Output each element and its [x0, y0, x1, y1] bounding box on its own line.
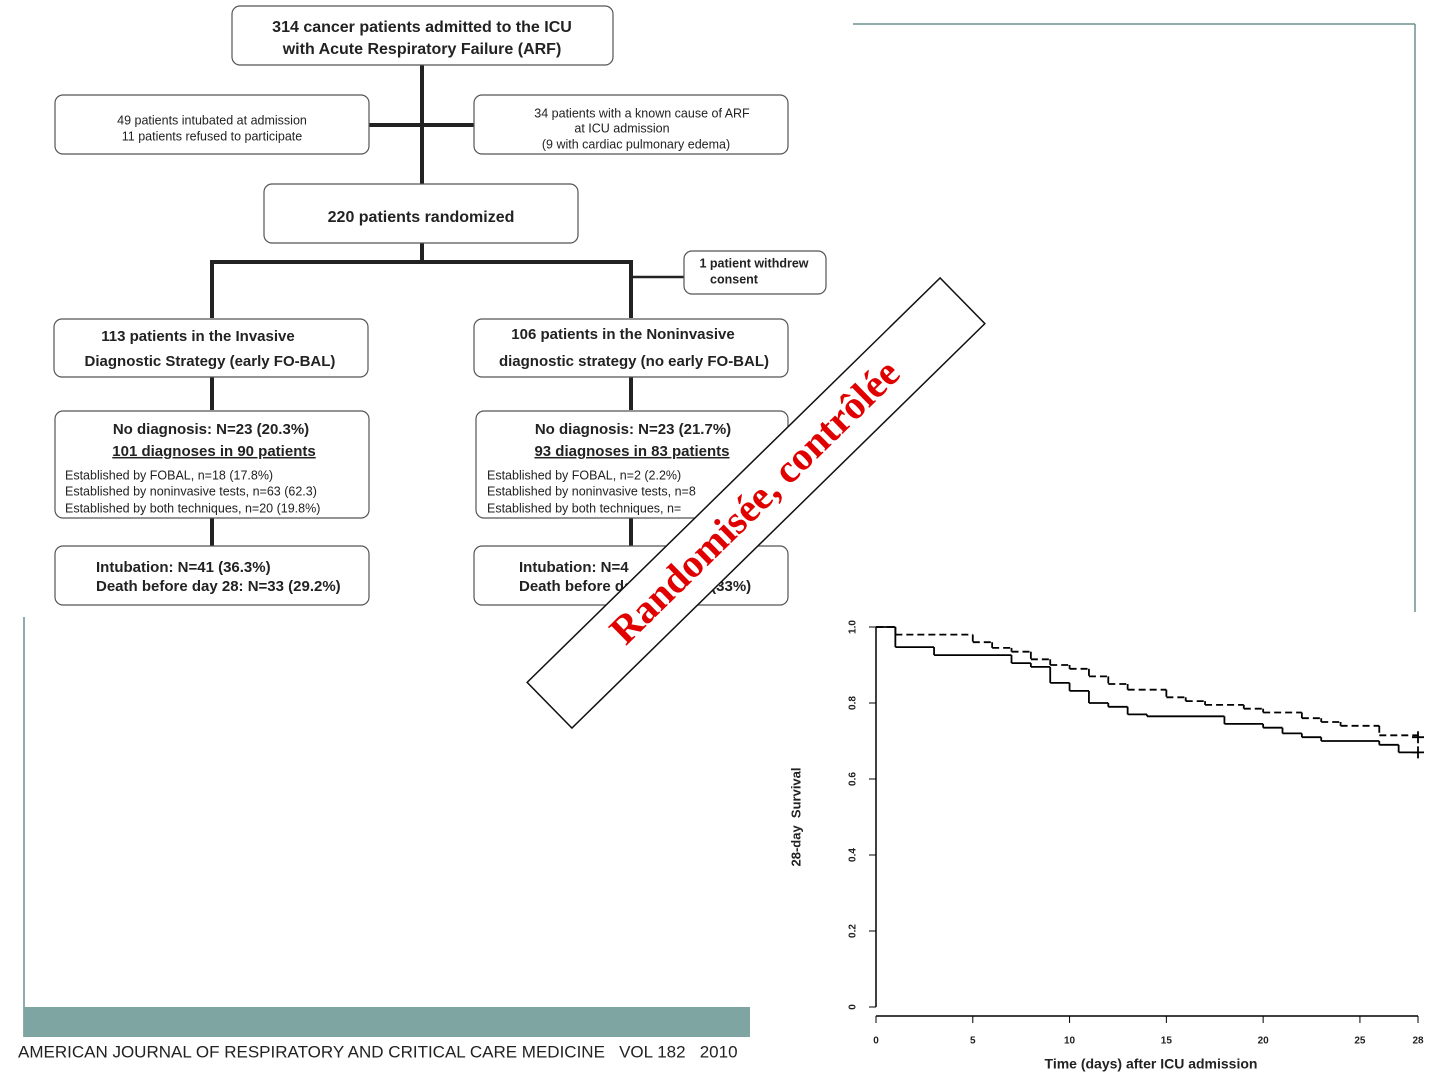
flow-text: Established by noninvasive tests, n=8	[487, 484, 696, 498]
banner-box	[526, 276, 986, 730]
x-tick-label: 10	[1064, 1036, 1076, 1047]
y-tick-label: 0	[848, 1004, 859, 1010]
flow-box	[231, 5, 614, 66]
flow-text: 101 diagnoses in 90 patients	[112, 443, 315, 460]
x-axis-label: Time (days) after ICU admission	[1045, 1056, 1258, 1072]
flow-text: diagnostic strategy (no early FO-BAL)	[499, 353, 769, 370]
flow-text: 106 patients in the Noninvasive	[511, 326, 734, 343]
flow-text: 113 patients in the Invasive	[101, 328, 294, 345]
footer-bar	[24, 1007, 750, 1037]
flow-box	[683, 250, 827, 295]
y-tick-label: 0.2	[848, 924, 859, 938]
flow-text: 49 patients intubated at admission	[117, 113, 307, 127]
flow-box	[54, 94, 370, 155]
flow-box	[53, 318, 369, 378]
flow-text: (9 with cardiac pulmonary edema)	[542, 137, 730, 151]
x-tick-label: 28	[1412, 1036, 1424, 1047]
x-tick-label: 25	[1354, 1036, 1366, 1047]
y-tick-label: 1.0	[848, 620, 859, 634]
flow-text: with Acute Respiratory Failure (ARF)	[282, 41, 562, 58]
flow-text: consent	[710, 272, 759, 286]
x-tick-label: 15	[1161, 1036, 1173, 1047]
flow-text: at ICU admission	[574, 121, 669, 135]
flow-box	[473, 94, 789, 155]
flow-box	[54, 410, 370, 519]
flow-text: Established by FOBAL, n=18 (17.8%)	[65, 468, 273, 482]
flow-text: Death before day 28: N=33 (29.2%)	[96, 578, 341, 595]
flow-text: No diagnosis: N=23 (20.3%)	[113, 421, 309, 438]
flow-text: 34 patients with a known cause of ARF	[534, 106, 750, 120]
flow-text: 220 patients randomized	[328, 209, 515, 226]
frame	[23, 23, 1416, 1037]
flow-text: Established by both techniques, n=	[487, 501, 681, 515]
x-tick-label: 5	[970, 1036, 976, 1047]
flow-box	[473, 318, 789, 378]
connectors	[210, 65, 684, 546]
flow-box	[54, 545, 370, 606]
x-tick-label: 20	[1258, 1036, 1270, 1047]
flow-text: Established by noninvasive tests, n=63 (…	[65, 484, 317, 498]
censor-mark	[1412, 731, 1424, 744]
flow-text: No diagnosis: N=23 (21.7%)	[535, 421, 731, 438]
flow-text: 11 patients refused to participate	[122, 129, 302, 143]
flow-box	[263, 183, 579, 244]
y-tick-label: 0.4	[848, 848, 859, 862]
flow-text: Diagnostic Strategy (early FO-BAL)	[85, 353, 336, 370]
censor-mark	[1412, 746, 1424, 759]
x-tick-label: 0	[873, 1036, 879, 1047]
survival-chart: 0 0.2 0.4 0.6 0.8 1.0 0 5 10 15 20 25 28 Time (days) …	[788, 620, 1424, 1072]
y-axis-label: 28-day Survival	[788, 768, 803, 867]
footer: AMERICAN JOURNAL OF RESPIRATORY AND CRIT…	[18, 1042, 738, 1061]
flow-text: 314 cancer patients admitted to the ICU	[272, 19, 572, 36]
flow-text: Established by both techniques, n=20 (19…	[65, 501, 320, 515]
flow-text: Intubation: N=4	[519, 559, 629, 576]
flow-text: 1 patient withdrew	[699, 256, 808, 270]
flow-text: 93 diagnoses in 83 patients	[534, 443, 729, 460]
flow-text: Intubation: N=41 (36.3%)	[96, 559, 271, 576]
y-tick-label: 0.8	[848, 696, 859, 710]
flow-text: Established by FOBAL, n=2 (2.2%)	[487, 468, 681, 482]
y-tick-label: 0.6	[848, 772, 859, 786]
